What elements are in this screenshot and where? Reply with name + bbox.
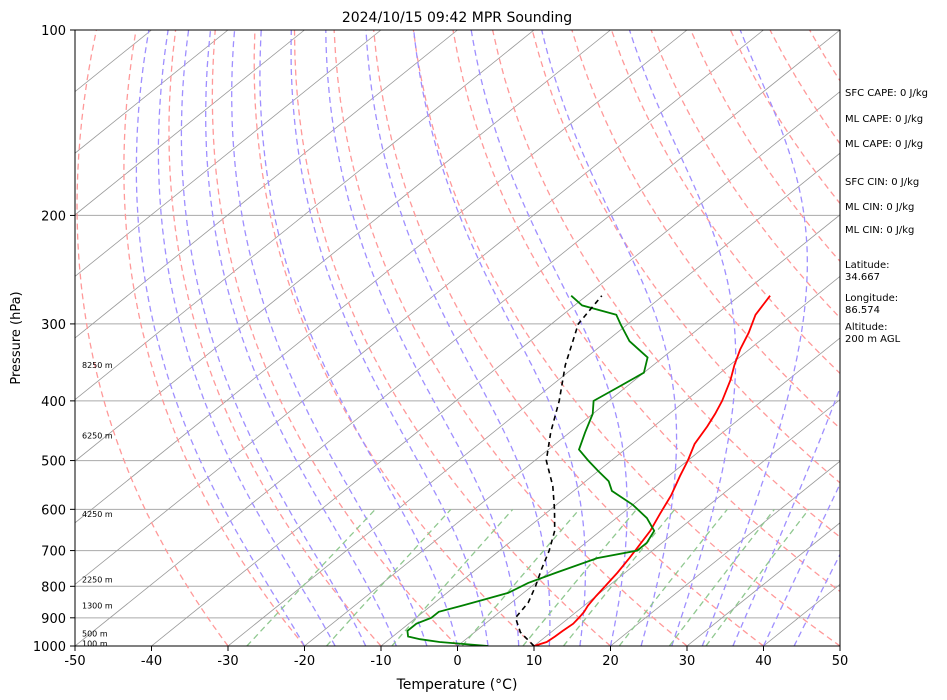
- x-tick-label: -30: [217, 654, 238, 669]
- moist-adiabat-line: [701, 30, 808, 646]
- height-label: 100 m: [82, 639, 108, 648]
- moist-adiabat-line: [325, 30, 520, 646]
- mixing-ratio-line: [461, 508, 580, 646]
- height-label: 4250 m: [82, 510, 113, 519]
- y-axis-label: Pressure (hPa): [9, 291, 24, 384]
- moist-adiabat-line: [413, 30, 587, 646]
- dry-adiabat-line: [373, 30, 764, 646]
- param-altitude: Altitude: 200 m AGL: [845, 322, 901, 346]
- isotherm-line: [533, 399, 840, 646]
- mixing-ratio-line: [562, 508, 676, 646]
- param-ml-cape-2: ML CAPE: 0 J/kg: [845, 138, 924, 150]
- isotherm-line: [304, 214, 840, 646]
- dry-adiabat-line: [168, 30, 382, 646]
- dewpoint-profile-line: [406, 295, 656, 646]
- moist-adiabat-line: [205, 30, 397, 646]
- isotherm-line: [75, 30, 764, 585]
- isotherm-line: [686, 522, 840, 646]
- isotherm-line: [75, 30, 382, 277]
- y-tick-label: 700: [41, 545, 66, 560]
- y-tick-label: 900: [41, 612, 66, 627]
- isotherm-line: [75, 30, 840, 646]
- x-tick-label: 40: [755, 654, 772, 669]
- isotherm-line: [75, 30, 305, 216]
- y-tick-label: 300: [41, 318, 66, 333]
- dry-adiabat-line: [412, 30, 840, 646]
- dry-adiabat-line: [76, 30, 229, 646]
- param-ml-cin-2: ML CIN: 0 J/kg: [845, 225, 915, 237]
- mixing-ratio-line: [246, 508, 376, 646]
- param-sfc-cin: SFC CIN: 0 J/kg: [845, 176, 920, 188]
- x-tick-label: -20: [294, 654, 315, 669]
- isotherm-line: [380, 275, 840, 646]
- isotherm-line: [75, 30, 611, 462]
- isotherm-line: [151, 91, 840, 646]
- x-tick-label: 30: [679, 654, 696, 669]
- dry-adiabat-line: [571, 30, 840, 430]
- x-tick-label: 10: [526, 654, 543, 669]
- chart-title: 2024/10/15 09:42 MPR Sounding: [342, 10, 572, 26]
- x-tick-label: 50: [832, 654, 849, 669]
- moist-adiabat-line: [259, 30, 459, 646]
- x-tick-label: -50: [64, 654, 85, 669]
- isotherm-line: [75, 30, 458, 339]
- dry-adiabat-line: [929, 30, 947, 646]
- moist-adiabat-line: [470, 30, 628, 646]
- isotherm-line: [75, 30, 688, 524]
- moist-adiabat-line: [365, 30, 551, 646]
- mixing-ratio-line: [668, 508, 775, 646]
- mixing-ratio-line: [618, 508, 728, 646]
- dry-adiabat-line: [123, 30, 306, 646]
- height-label: 500 m: [82, 630, 108, 639]
- height-label: 2250 m: [82, 576, 113, 585]
- param-longitude: Longitude: 86.574: [845, 293, 899, 317]
- isotherm-line: [610, 460, 840, 646]
- dry-adiabat-line: [253, 30, 535, 646]
- background-lines: [75, 30, 947, 646]
- height-label: 1300 m: [82, 602, 113, 611]
- axes: -50 -40 -30 -20 -10 0 10 20 30 40 50 1000 900 800 700 6…: [33, 24, 848, 669]
- x-tick-label: 0: [453, 654, 461, 669]
- isotherm-line: [227, 152, 840, 646]
- moist-adiabat-line: [628, 30, 737, 646]
- y-tick-label: 800: [41, 580, 66, 595]
- x-tick-label: -10: [370, 654, 391, 669]
- param-ml-cape-1: ML CAPE: 0 J/kg: [845, 113, 924, 125]
- temperature-profile-line: [533, 295, 771, 646]
- y-tick-label: 1000: [33, 640, 66, 655]
- param-latitude: Latitude: 34.667: [845, 259, 890, 283]
- mixing-ratio-line: [522, 508, 638, 646]
- y-tick-label: 400: [41, 395, 66, 410]
- mixing-ratio-line: [705, 508, 810, 646]
- parcel-profile-line: [514, 295, 603, 646]
- height-label: 8250 m: [82, 361, 113, 370]
- x-tick-label: -40: [141, 654, 162, 669]
- x-axis-label: Temperature (°C): [396, 677, 518, 693]
- traces: [406, 295, 771, 646]
- dry-adiabat-line: [211, 30, 458, 646]
- dry-adiabat-line: [452, 30, 840, 593]
- y-tick-label: 600: [41, 503, 66, 518]
- dry-adiabat-line: [650, 30, 840, 319]
- x-tick-label: 20: [602, 654, 619, 669]
- dry-adiabat-line: [333, 30, 688, 646]
- dry-adiabat-line: [610, 30, 840, 375]
- moist-adiabat-line: [290, 30, 489, 646]
- isotherm-line: [75, 30, 535, 401]
- y-tick-label: 100: [41, 24, 66, 39]
- y-tick-label: 500: [41, 455, 66, 470]
- mixing-ratio-line: [326, 508, 452, 646]
- moist-adiabat-line: [157, 30, 336, 646]
- param-sfc-cape: SFC CAPE: 0 J/kg: [845, 88, 928, 100]
- dry-adiabat-line: [293, 30, 611, 646]
- height-label: 6250 m: [82, 431, 113, 440]
- moist-adiabat-line: [180, 30, 367, 646]
- moist-adiabat-line: [135, 30, 306, 646]
- mixing-ratio-line: [391, 508, 514, 646]
- param-ml-cin-1: ML CIN: 0 J/kg: [845, 202, 915, 214]
- y-tick-label: 200: [41, 209, 66, 224]
- isotherm-line: [75, 30, 229, 154]
- moist-adiabat-line: [732, 386, 840, 646]
